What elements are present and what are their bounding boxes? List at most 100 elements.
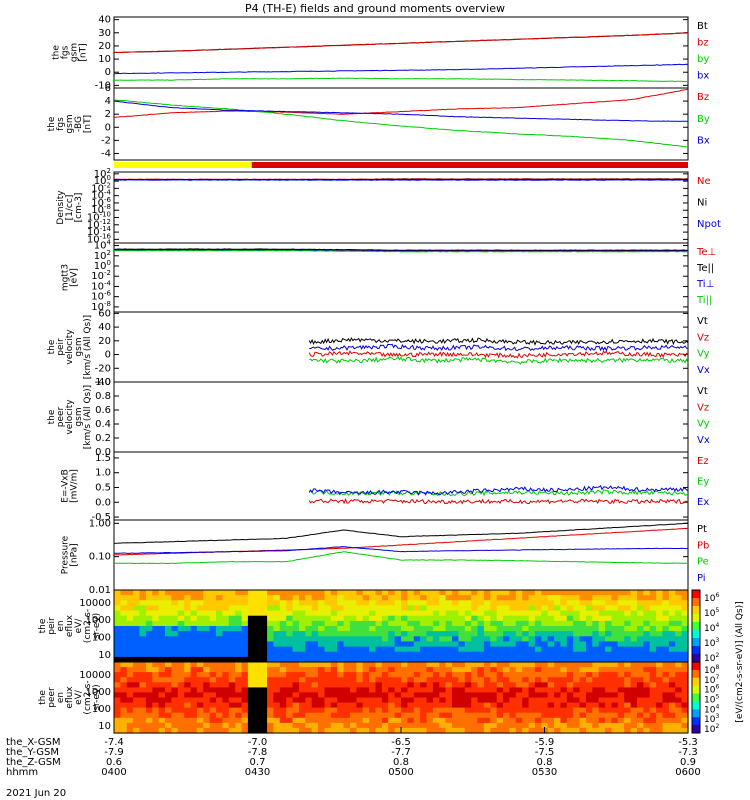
heatmap-cell xyxy=(330,697,338,704)
heatmap-cell xyxy=(279,707,287,714)
heatmap-cell xyxy=(381,600,389,606)
heatmap-cell xyxy=(299,677,306,683)
heatmap-cell xyxy=(114,672,121,678)
heatmap-cell xyxy=(394,662,402,668)
heatmap-cell xyxy=(177,712,185,719)
heatmap-cell xyxy=(445,656,453,663)
y-tick-label: 0.5 xyxy=(95,482,111,493)
heatmap-cell xyxy=(369,615,377,622)
heatmap-cell xyxy=(477,707,485,714)
heatmap-cell xyxy=(503,626,510,632)
heatmap-cell xyxy=(401,662,408,668)
panel-peir_velocity: the peir velocity gsm [km/s (All Qs)] VtVzVyV… xyxy=(47,311,710,383)
heatmap-cell xyxy=(139,697,147,704)
heatmap-cell xyxy=(522,590,530,596)
heatmap-cell xyxy=(637,712,644,719)
heatmap-cell xyxy=(260,697,268,704)
heatmap-cell xyxy=(165,712,172,719)
heatmap-cell xyxy=(145,641,153,648)
heatmap-cell xyxy=(477,641,485,648)
series-vy-line xyxy=(309,356,689,365)
heatmap-cell xyxy=(228,641,236,648)
heatmap-cell xyxy=(656,651,664,658)
heatmap-cell xyxy=(114,702,121,709)
heatmap-cell xyxy=(177,615,185,622)
heatmap-cell xyxy=(611,590,619,596)
y-tick-label: -4 xyxy=(101,148,111,159)
legend-pi: Pi xyxy=(697,573,706,584)
heatmap-cell xyxy=(292,717,300,724)
heatmap-cell xyxy=(267,590,275,596)
heatmap-cell xyxy=(566,672,574,678)
heatmap-cell xyxy=(477,615,485,622)
heatmap-cell xyxy=(452,631,459,637)
heatmap-cell xyxy=(324,646,332,653)
heatmap-cell xyxy=(311,595,319,601)
heatmap-cell xyxy=(158,687,166,694)
heatmap-cell xyxy=(286,707,294,714)
heatmap-cell xyxy=(375,712,383,719)
y-label-line: E=-VxB xyxy=(61,469,71,503)
heatmap-cell xyxy=(120,682,128,688)
heatmap-cell xyxy=(337,595,345,601)
heatmap-cell xyxy=(452,605,459,612)
heatmap-cell xyxy=(528,717,536,724)
heatmap-cell xyxy=(598,687,606,694)
heatmap-cell xyxy=(573,727,581,734)
heatmap-cell xyxy=(318,667,326,673)
heatmap-cell xyxy=(496,717,504,724)
heatmap-cell xyxy=(503,712,510,719)
heatmap-cell xyxy=(158,646,166,653)
heatmap-cell xyxy=(566,702,574,709)
heatmap-cell xyxy=(675,687,683,694)
heatmap-cell xyxy=(503,651,510,658)
heatmap-cell xyxy=(579,631,587,637)
heatmap-cell xyxy=(573,677,581,683)
heatmap-cell xyxy=(222,682,230,688)
heatmap-cell xyxy=(401,626,408,632)
heatmap-cell xyxy=(643,631,651,637)
heatmap-cell xyxy=(305,651,313,658)
heatmap-cell xyxy=(420,702,428,709)
heatmap-cell xyxy=(547,656,555,663)
heatmap-cell xyxy=(120,590,128,596)
heatmap-cell xyxy=(196,605,204,612)
heatmap-cell xyxy=(337,692,345,699)
heatmap-cell xyxy=(190,667,198,673)
heatmap-cell xyxy=(675,656,683,663)
heatmap-cell xyxy=(145,610,153,617)
heatmap-cell xyxy=(171,615,179,622)
heatmap-cell xyxy=(477,590,485,596)
heatmap-cell xyxy=(534,646,542,653)
heatmap-cell xyxy=(196,702,204,709)
heatmap-cell xyxy=(196,697,204,704)
heatmap-cell xyxy=(286,667,294,673)
heatmap-cell xyxy=(560,667,568,673)
heatmap-cell xyxy=(152,605,160,612)
heatmap-cell xyxy=(668,682,676,688)
heatmap-cell xyxy=(420,667,428,673)
heatmap-cell xyxy=(617,727,625,734)
heatmap-cell xyxy=(133,610,141,617)
heatmap-cell xyxy=(145,692,153,699)
heatmap-cell xyxy=(375,682,383,688)
x-row-value: -5.9 xyxy=(535,737,555,748)
heatmap-cell xyxy=(445,620,453,627)
y-axis-label: Pressure [nPa] xyxy=(61,535,80,574)
heatmap-cell xyxy=(611,651,619,658)
heatmap-cell xyxy=(452,620,459,627)
heatmap-cell xyxy=(369,687,377,694)
heatmap-cell xyxy=(522,620,530,627)
heatmap-cell xyxy=(439,672,447,678)
heatmap-cell xyxy=(681,677,689,683)
heatmap-cell xyxy=(528,702,536,709)
heatmap-cell xyxy=(452,615,459,622)
heatmap-cell xyxy=(241,626,249,632)
heatmap-cell xyxy=(324,682,332,688)
heatmap-cell xyxy=(668,717,676,724)
legend-ex: Ex xyxy=(697,497,709,508)
heatmap-cell xyxy=(649,682,657,688)
heatmap-cell xyxy=(503,656,510,663)
heatmap-cell xyxy=(139,600,147,606)
heatmap-cell xyxy=(490,626,498,632)
